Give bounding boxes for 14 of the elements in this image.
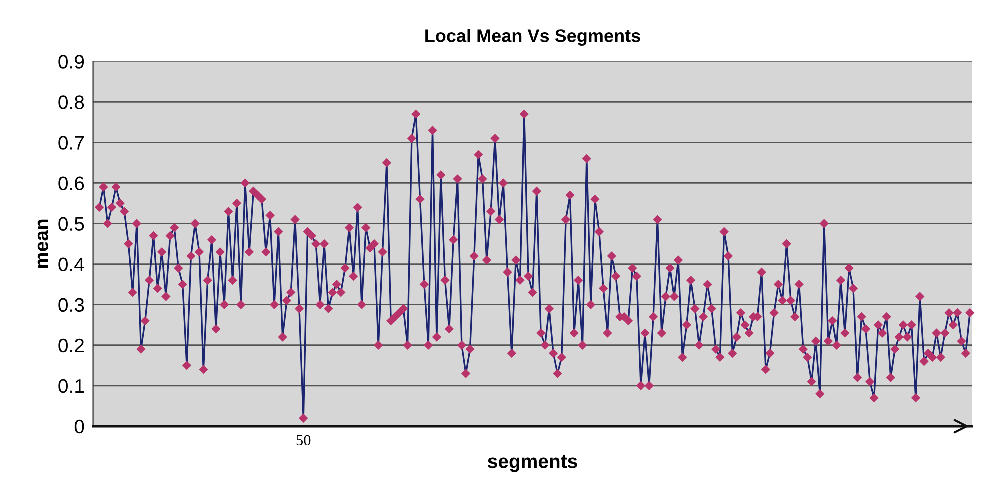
y-tick-label: 0.3 (58, 298, 84, 312)
y-tick-label: 0 (74, 420, 84, 434)
y-tick-label: 0.6 (58, 176, 84, 190)
chart-title: Local Mean Vs Segments (426, 29, 640, 46)
y-tick-label: 0.8 (58, 96, 84, 110)
y-tick-label: 0.2 (58, 338, 84, 353)
y-tick-label: 0.9 (58, 55, 84, 69)
y-axis-title: mean (38, 220, 49, 268)
y-tick-label: 0.7 (58, 136, 84, 150)
y-tick-label: 0.5 (58, 217, 84, 232)
y-tick-label: 0.1 (58, 379, 84, 394)
x-tick-label: 50 (296, 435, 311, 446)
x-axis-title: segments (488, 456, 578, 472)
y-tick-label: 0.4 (58, 258, 84, 272)
